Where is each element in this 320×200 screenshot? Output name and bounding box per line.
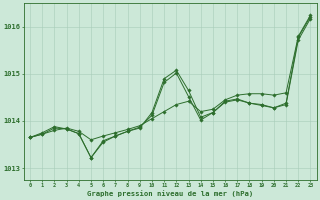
X-axis label: Graphe pression niveau de la mer (hPa): Graphe pression niveau de la mer (hPa)	[87, 190, 253, 197]
